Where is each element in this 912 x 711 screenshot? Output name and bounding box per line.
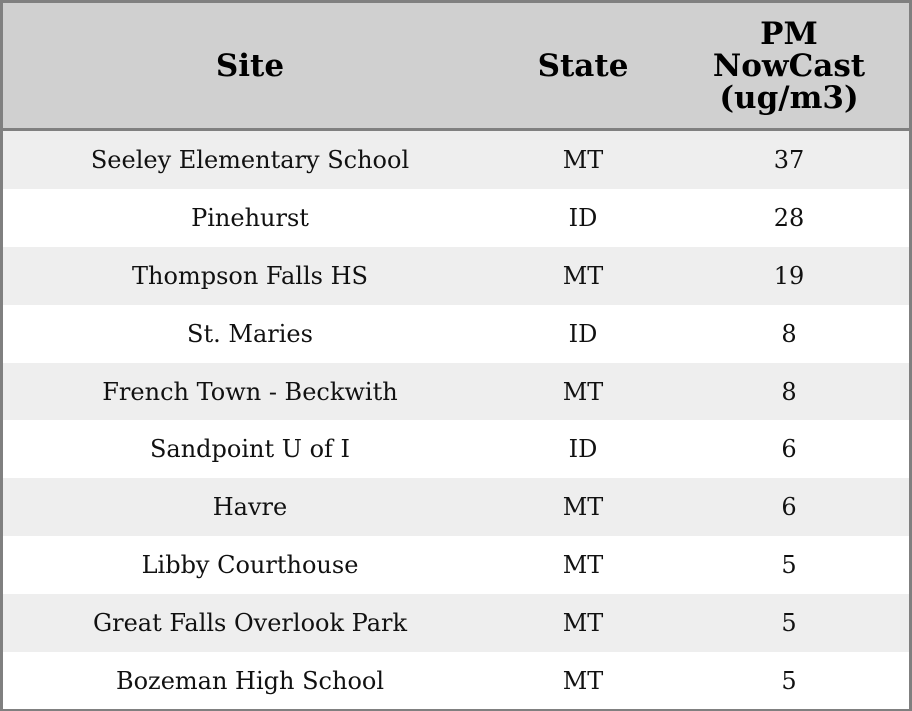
cell-state: ID [568,319,598,348]
header-site: Site [3,3,497,131]
cell-pm-nowcast: 5 [781,551,797,580]
cell-pm-nowcast: 8 [669,362,909,421]
cell-pm-nowcast: 19 [669,246,909,305]
cell-state: ID [568,435,598,464]
table-row: Sandpoint U of I ID 6 [3,420,909,478]
cell-site: Libby Courthouse [141,551,359,580]
cell-site: Sandpoint U of I [149,435,351,464]
cell-site: Bozeman High School [115,666,385,695]
cell-state: MT [497,478,669,537]
cell-pm-nowcast: 6 [781,435,797,464]
cell-pm-nowcast: 5 [669,594,909,653]
table-row: Seeley Elementary School MT 37 [3,129,909,189]
pm-nowcast-table: Site State PM NowCast (ug/m3) Seeley Ele… [3,3,909,710]
cell-state: MT [497,362,669,421]
table-row: Libby Courthouse MT 5 [3,536,909,594]
cell-state: MT [497,594,669,653]
table-row: Thompson Falls HS MT 19 [3,246,909,305]
cell-pm-nowcast: 8 [781,319,797,348]
table-row: St. Maries ID 8 [3,305,909,363]
cell-pm-nowcast: 28 [773,203,805,232]
table-row: Havre MT 6 [3,478,909,537]
cell-site: Seeley Elementary School [3,129,497,189]
cell-state: MT [562,666,604,695]
cell-state: MT [562,551,604,580]
table-row: French Town - Beckwith MT 8 [3,362,909,421]
cell-site: French Town - Beckwith [3,362,497,421]
cell-state: ID [568,203,598,232]
table-row: Pinehurst ID 28 [3,189,909,247]
cell-site: St. Maries [187,319,313,348]
table-row: Bozeman High School MT 5 [3,652,909,710]
cell-state: MT [497,129,669,189]
header-pm-nowcast-label: PM NowCast (ug/m3) [712,15,866,116]
cell-site: Pinehurst [191,203,309,232]
header-state: State [497,3,669,131]
cell-site: Great Falls Overlook Park [3,594,497,653]
cell-pm-nowcast: 37 [669,129,909,189]
cell-state: MT [497,246,669,305]
cell-site: Thompson Falls HS [3,246,497,305]
header-row: Site State PM NowCast (ug/m3) [3,3,909,131]
cell-site: Havre [3,478,497,537]
cell-pm-nowcast: 6 [669,478,909,537]
header-pm-nowcast: PM NowCast (ug/m3) [669,3,909,131]
table-row: Great Falls Overlook Park MT 5 [3,594,909,653]
cell-pm-nowcast: 5 [781,666,797,695]
